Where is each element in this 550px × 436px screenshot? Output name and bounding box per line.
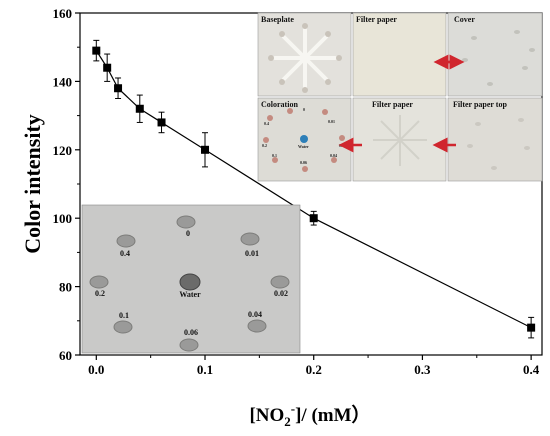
coloration-well-0-06: 0.06 [300, 160, 307, 165]
x-axis-title-sub: 2 [284, 414, 291, 429]
label-filter-paper-top: Filter paper top [453, 100, 507, 109]
data-point [157, 118, 166, 127]
photo-baseplate: Baseplate [257, 12, 352, 97]
well-label-0-01: 0.01 [245, 249, 259, 258]
x-axis-title-sup: - [291, 401, 295, 416]
photo-coloration: 0.4 0 0.01 0.2 Water 0.02 0.1 0.06 0.04 … [257, 97, 352, 182]
well-label-0-02: 0.02 [274, 289, 288, 298]
photo-cover: Cover [447, 12, 543, 97]
y-axis-title: Color intensity [20, 114, 45, 254]
label-coloration: Coloration [261, 100, 298, 109]
well-0-4 [116, 234, 136, 248]
x-axis-ticks: 0.0 0.1 0.2 0.3 0.4 [88, 355, 540, 377]
data-points [92, 39, 536, 339]
y-tick-label: 60 [59, 348, 72, 363]
x-tick-label: 0.2 [306, 362, 322, 377]
x-axis-title: [NO2-]/ (mM） [249, 401, 370, 429]
well-label-0: 0 [186, 229, 190, 238]
y-tick-label: 160 [53, 6, 73, 21]
well-0-01 [240, 232, 260, 246]
coloration-well-0-2: 0.2 [262, 143, 267, 148]
well-label-0-04: 0.04 [248, 310, 262, 319]
y-tick-label: 80 [59, 280, 72, 295]
x-tick-label: 0.1 [197, 362, 213, 377]
coloration-well-0-1: 0.1 [272, 153, 277, 158]
well-label-0-2: 0.2 [95, 289, 105, 298]
coloration-well-0-01: 0.01 [328, 119, 335, 124]
well-label-0-06: 0.06 [184, 328, 198, 337]
well-label-0-1: 0.1 [119, 311, 129, 320]
y-tick-label: 140 [53, 74, 73, 89]
y-axis-ticks: 60 80 100 120 140 160 [53, 6, 80, 363]
well-0 [176, 215, 196, 229]
data-point [309, 214, 318, 223]
y-tick-label: 100 [53, 211, 73, 226]
coloration-well-water: Water [298, 144, 309, 149]
well-0-2 [89, 275, 109, 289]
x-tick-label: 0.3 [414, 362, 431, 377]
data-point [114, 84, 123, 93]
data-point [103, 63, 112, 72]
label-baseplate: Baseplate [261, 15, 294, 24]
coloration-well-0: 0 [303, 107, 305, 112]
data-point [135, 104, 144, 113]
x-axis-title-tail: ]/ (mM） [295, 403, 370, 426]
y-tick-label: 120 [53, 143, 73, 158]
x-axis-title-main: [NO [249, 405, 284, 426]
well-0-1 [113, 320, 133, 334]
coloration-water-well [300, 135, 308, 143]
well-label-water: Water [179, 290, 201, 299]
coloration-well-0-02: 0.02 [339, 143, 346, 148]
data-point [527, 323, 536, 332]
well-0-02 [270, 275, 290, 289]
well-water [179, 273, 201, 291]
well-0-06 [179, 338, 199, 352]
label-filter-paper-2: Filter paper [372, 100, 413, 109]
photo-inset-bottom: 0 0.4 0.01 0.2 Water 0.02 0.1 0.04 0.06 [81, 204, 301, 354]
photo-filter-paper-2: Filter paper [352, 97, 447, 182]
photo-filter-paper-top: Filter paper top [447, 97, 543, 182]
well-label-0-4: 0.4 [120, 249, 130, 258]
coloration-well-0-4: 0.4 [264, 121, 269, 126]
photo-inset-top: Baseplate Filter paper Cover [257, 12, 543, 182]
well-0-04 [247, 319, 267, 333]
process-arrows [338, 54, 465, 153]
data-point [92, 46, 101, 55]
x-tick-label: 0.4 [523, 362, 540, 377]
photo-filter-paper-1: Filter paper [352, 12, 447, 97]
coloration-well-0-04: 0.04 [330, 153, 337, 158]
data-point [201, 145, 210, 154]
x-tick-label: 0.0 [88, 362, 104, 377]
label-cover: Cover [454, 15, 475, 24]
label-filter-paper-1: Filter paper [356, 15, 397, 24]
